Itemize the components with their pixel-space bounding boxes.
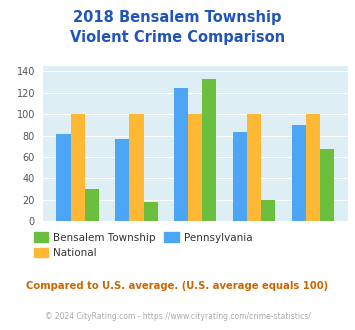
Bar xyxy=(143,202,158,221)
Bar xyxy=(202,79,217,221)
Bar xyxy=(85,189,99,221)
Bar xyxy=(71,114,85,221)
Bar xyxy=(129,114,143,221)
Text: © 2024 CityRating.com - https://www.cityrating.com/crime-statistics/: © 2024 CityRating.com - https://www.city… xyxy=(45,313,310,321)
Bar xyxy=(233,132,247,221)
Bar xyxy=(292,125,306,221)
Text: 2018 Bensalem Township
Violent Crime Comparison: 2018 Bensalem Township Violent Crime Com… xyxy=(70,10,285,45)
Bar xyxy=(188,114,202,221)
Legend: Bensalem Township, National, Pennsylvania: Bensalem Township, National, Pennsylvani… xyxy=(29,228,257,262)
Bar xyxy=(115,139,129,221)
Bar xyxy=(247,114,261,221)
Bar xyxy=(306,114,320,221)
Text: Compared to U.S. average. (U.S. average equals 100): Compared to U.S. average. (U.S. average … xyxy=(26,281,329,291)
Bar xyxy=(320,149,334,221)
Bar xyxy=(56,134,71,221)
Bar xyxy=(174,88,188,221)
Bar xyxy=(261,200,275,221)
